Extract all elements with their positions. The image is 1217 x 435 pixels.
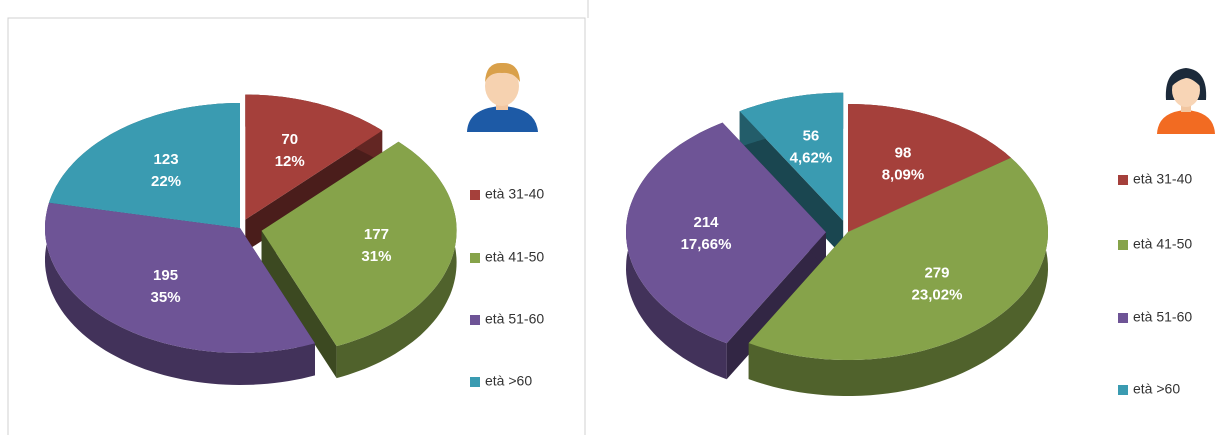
- legend-swatch: [470, 253, 480, 263]
- slice-side: [748, 157, 1048, 396]
- legend-label: età 31-40: [1133, 171, 1192, 187]
- legend-swatch: [1118, 240, 1128, 250]
- legend-swatch: [1118, 313, 1128, 323]
- slice-value-label: 56: [803, 128, 820, 145]
- slice: [49, 103, 240, 228]
- slice-percent-label: 4,62%: [790, 150, 833, 167]
- slice-value-label: 195: [153, 267, 178, 284]
- slice: [626, 122, 826, 344]
- slice-value-label: 70: [281, 131, 298, 148]
- slice: [739, 92, 844, 221]
- legend-label: età 51-60: [1133, 309, 1192, 325]
- slice: [261, 141, 457, 347]
- slice: [848, 104, 1011, 232]
- legend-label: età 41-50: [485, 249, 544, 265]
- legend-swatch: [470, 315, 480, 325]
- slice-percent-label: 8,09%: [882, 167, 925, 184]
- legend-label: età >60: [485, 373, 532, 389]
- legend-label: età 41-50: [1133, 236, 1192, 252]
- slice-percent-label: 23,02%: [912, 287, 963, 304]
- slice: [748, 157, 1048, 360]
- man-icon: [467, 62, 538, 132]
- slice-value-label: 98: [895, 145, 912, 162]
- legend-swatch: [470, 190, 480, 200]
- slice-percent-label: 17,66%: [681, 236, 732, 253]
- legend-label: età 31-40: [485, 186, 544, 202]
- slice-value-label: 279: [924, 265, 949, 282]
- slice-percent-label: 31%: [361, 248, 391, 265]
- slice-value-label: 177: [364, 226, 389, 243]
- slice: [45, 202, 315, 353]
- slice-value-label: 214: [693, 214, 719, 231]
- panel-frame: [7, 17, 586, 435]
- slice-cut-face: [739, 111, 844, 257]
- legend-label: età 51-60: [485, 311, 544, 327]
- slice-side: [45, 202, 315, 385]
- slice-tops: [626, 92, 1048, 360]
- slice-cut-face: [261, 230, 337, 379]
- legend-label: età >60: [1133, 381, 1180, 397]
- slice-percent-label: 22%: [151, 173, 181, 190]
- slice-side: [336, 141, 457, 379]
- legend-swatch: [470, 377, 480, 387]
- legend-swatch: [1118, 385, 1128, 395]
- slice-tops: [45, 94, 457, 353]
- legend-swatch: [1118, 175, 1128, 185]
- woman-icon: [1157, 68, 1215, 134]
- slice-value-label: 123: [154, 151, 179, 168]
- slice-percent-label: 12%: [275, 153, 305, 170]
- slice: [245, 94, 383, 220]
- slice-percent-label: 35%: [151, 289, 181, 306]
